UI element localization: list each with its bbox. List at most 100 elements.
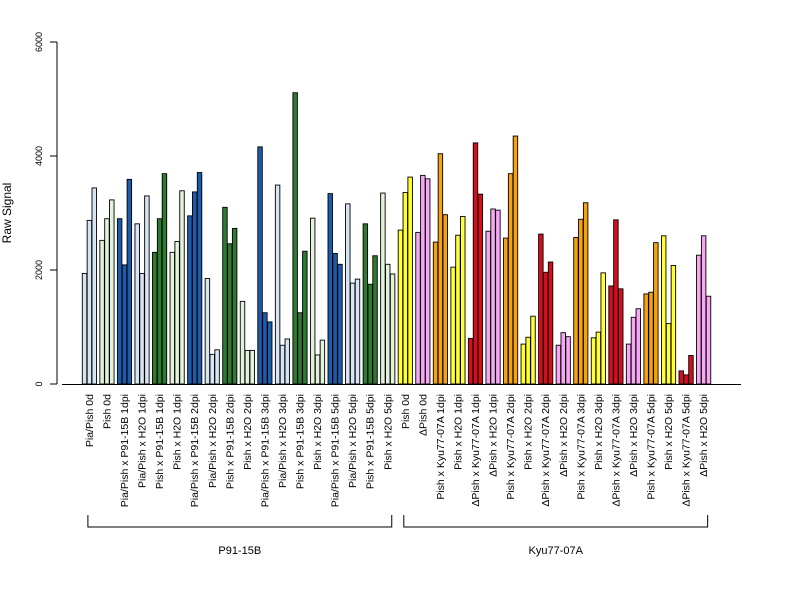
x-tick-label: Pia/Pish x H2O 5dpi [347, 394, 359, 488]
bar [512, 135, 519, 385]
bar [99, 239, 105, 385]
bar [367, 283, 373, 385]
bar [678, 370, 684, 385]
bar [244, 349, 251, 385]
bar [279, 344, 286, 385]
bar [169, 251, 176, 385]
bar [297, 312, 303, 385]
bar [595, 331, 602, 385]
bar [86, 219, 93, 385]
bar [630, 316, 637, 385]
bar [121, 264, 128, 385]
group-bracket [403, 515, 709, 528]
bar [525, 336, 531, 385]
x-tick-label: Pish x P91-15B 5dpi [365, 394, 377, 489]
bar [116, 218, 123, 385]
x-tick-label: Pia/Pish x H2O 1dpi [137, 394, 149, 488]
x-tick-label: Pish 0d [400, 394, 412, 429]
bar [696, 254, 702, 385]
bar [520, 343, 526, 385]
bar [152, 251, 158, 385]
x-tick-label: Pish x H2O 5dpi [663, 394, 675, 470]
group-bracket [87, 515, 393, 528]
bar [578, 218, 584, 385]
bar [618, 288, 624, 385]
bar [345, 203, 351, 385]
bar [310, 217, 316, 385]
x-tick-label: Pia/Pish x P91-15B 5dpi [330, 394, 342, 507]
x-tick-label: ΔPish x Kyu77-07A 3dpi [610, 394, 622, 507]
y-tick-label: 4000 [34, 146, 44, 166]
x-tick-label: Pish x H2O 1dpi [172, 394, 184, 470]
bar [209, 353, 215, 385]
bar [191, 191, 198, 385]
bar [402, 192, 408, 385]
bar [126, 178, 133, 385]
bar [555, 344, 562, 385]
x-tick-label: Pish x P91-15B 3dpi [295, 394, 307, 489]
bar [161, 173, 168, 385]
bar [385, 263, 391, 385]
y-axis-label: Raw Signal [0, 183, 14, 244]
x-tick-label: ΔPish x H2O 5dpi [698, 394, 710, 477]
x-tick-label: ΔPish x H2O 1dpi [488, 394, 500, 477]
bar [144, 195, 150, 385]
bar [222, 206, 228, 385]
bar [503, 237, 509, 385]
bar [372, 255, 378, 385]
bar [665, 323, 672, 385]
bar [174, 241, 180, 385]
y-tick-label: 2000 [34, 260, 44, 280]
bar [389, 273, 396, 385]
bar [590, 337, 597, 385]
bar [239, 300, 246, 385]
x-tick-label: Pia/Pish x H2O 3dpi [277, 394, 289, 488]
x-tick-label: Pish x Kyu77-07A 2dpi [505, 394, 517, 500]
bar [380, 192, 386, 385]
x-tick-label: Pia/Pish x P91-15B 2dpi [189, 394, 201, 507]
x-tick-label: ΔPish x Kyu77-07A 1dpi [470, 394, 482, 507]
bar [231, 227, 238, 385]
x-tick-label: Pia/Pish x P91-15B 3dpi [259, 394, 271, 507]
bar [302, 250, 308, 385]
bar [507, 173, 514, 385]
bar [543, 271, 549, 385]
x-tick-label: Pish x P91-15B 1dpi [154, 394, 166, 489]
bar [538, 233, 544, 385]
bar [337, 263, 343, 385]
bar [613, 219, 619, 385]
x-tick-label: Pish x H2O 2dpi [242, 394, 254, 470]
bar [274, 184, 281, 385]
bar [653, 242, 659, 385]
bar [134, 223, 140, 385]
bar [227, 243, 233, 385]
x-tick-label: ΔPish x H2O 2dpi [558, 394, 570, 477]
group-brackets: P91-15B Kyu77-07A [87, 515, 709, 557]
x-tick-label: Pish x Kyu77-07A 3dpi [575, 394, 587, 500]
bar [109, 199, 115, 385]
bar [432, 241, 439, 385]
bar [688, 355, 694, 385]
bar [267, 321, 273, 385]
bar [683, 374, 689, 385]
x-tick-label: Pish x H2O 2dpi [523, 394, 535, 470]
bar [437, 153, 444, 385]
bar [354, 278, 361, 385]
bar [179, 190, 185, 385]
x-tick-label: ΔPish x Kyu77-07A 5dpi [681, 394, 693, 507]
bar [472, 142, 479, 385]
x-tick-label: Pia/Pish x P91-15B 1dpi [119, 394, 131, 507]
bar [349, 282, 356, 385]
bar [670, 264, 677, 385]
x-tick-label: ΔPish x H2O 3dpi [628, 394, 640, 477]
bar [565, 336, 571, 385]
x-tick-label: Pia/Pish 0d [84, 394, 96, 447]
bar [284, 338, 290, 385]
x-tick-label: Pish 0d [101, 394, 113, 429]
bar [204, 278, 211, 385]
x-tick-label: Pish x H2O 3dpi [312, 394, 324, 470]
bar [139, 272, 145, 385]
bars [81, 92, 712, 385]
bar [249, 349, 255, 385]
